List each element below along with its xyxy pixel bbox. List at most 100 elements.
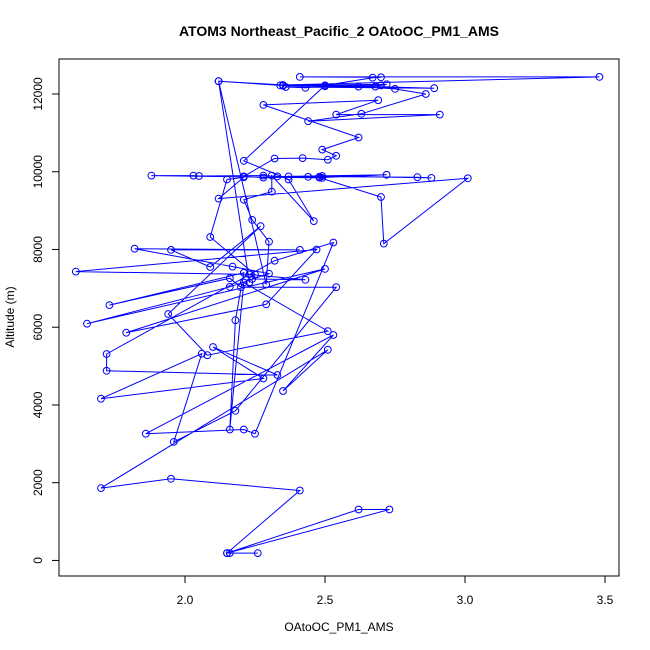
data-point	[167, 474, 175, 483]
data-point	[253, 549, 262, 557]
data-point	[304, 172, 313, 181]
data-point	[323, 327, 332, 336]
data-point	[102, 366, 111, 375]
data-point	[354, 133, 363, 142]
data-point	[595, 73, 604, 81]
data-point	[239, 172, 248, 181]
data-point	[265, 237, 273, 246]
y-tick-label: 12000	[31, 77, 45, 111]
data-point	[279, 81, 287, 89]
series-layer	[71, 73, 604, 557]
data-point	[382, 80, 391, 89]
data-point	[295, 486, 304, 495]
data-point	[169, 438, 178, 446]
data-point	[203, 351, 212, 360]
y-tick-label: 4000	[31, 391, 45, 418]
data-point	[239, 156, 248, 165]
data-point	[228, 262, 237, 271]
data-point	[256, 222, 265, 231]
data-point	[265, 269, 273, 278]
data-point	[251, 429, 259, 438]
data-point	[225, 274, 234, 283]
data-point	[309, 217, 318, 226]
data-point	[354, 82, 363, 91]
data-point	[206, 233, 215, 241]
data-point	[239, 268, 248, 277]
data-point	[273, 172, 282, 181]
data-point	[164, 310, 173, 318]
data-point	[391, 85, 399, 93]
data-point	[368, 73, 377, 82]
data-point	[195, 172, 203, 180]
data-point	[329, 238, 338, 247]
data-point	[357, 109, 366, 118]
data-point	[83, 319, 91, 328]
data-point	[279, 387, 287, 395]
data-point	[374, 96, 383, 105]
data-point	[321, 265, 329, 273]
x-tick-label: 3.0	[457, 593, 474, 607]
data-point	[377, 81, 385, 90]
y-tick-label: 8000	[31, 236, 45, 263]
data-point	[259, 101, 268, 109]
data-point	[273, 371, 282, 379]
data-point	[312, 245, 321, 254]
data-point	[382, 170, 391, 179]
y-axis: 0 2000 4000 6000 8000 10000 12000	[31, 77, 60, 564]
x-tick-label: 2.0	[177, 593, 194, 607]
data-point	[251, 270, 259, 279]
data-point	[332, 151, 341, 160]
data-point	[463, 174, 472, 183]
data-point	[321, 81, 329, 90]
data-point	[295, 246, 304, 254]
data-point	[377, 193, 385, 201]
data-point	[97, 394, 105, 403]
data-point	[189, 171, 198, 180]
data-point	[231, 406, 240, 415]
data-point	[141, 429, 150, 438]
data-point	[167, 246, 175, 254]
chart-title: ATOM3 Northeast_Pacific_2 OAtoOC_PM1_AMS	[179, 23, 499, 39]
data-point	[270, 256, 279, 265]
data-point	[354, 505, 363, 514]
data-point	[329, 331, 338, 339]
data-point	[284, 172, 293, 181]
data-point	[267, 187, 276, 196]
data-point	[97, 484, 105, 493]
data-point	[427, 174, 436, 182]
data-point	[214, 194, 223, 203]
series-line	[75, 76, 600, 554]
data-point	[122, 328, 131, 337]
data-point	[102, 350, 111, 358]
y-tick-label: 10000	[31, 155, 45, 189]
data-point	[435, 110, 444, 119]
data-point	[301, 83, 310, 92]
y-tick-label: 2000	[31, 469, 45, 496]
data-point	[223, 549, 231, 557]
data-point	[295, 73, 304, 81]
data-point	[301, 275, 310, 284]
data-point	[225, 282, 234, 291]
data-point	[245, 278, 254, 287]
data-point	[197, 349, 206, 358]
data-point	[239, 278, 248, 287]
data-point	[262, 300, 271, 309]
x-axis-label: OAtoOC_PM1_AMS	[284, 620, 393, 634]
data-point	[323, 155, 332, 164]
data-point	[371, 82, 380, 91]
data-point	[130, 244, 139, 253]
data-point	[270, 154, 279, 163]
y-axis-label: Altitude (m)	[3, 286, 17, 347]
data-point	[206, 263, 215, 271]
data-point	[318, 145, 327, 154]
data-point	[385, 505, 394, 514]
data-point	[284, 175, 293, 184]
data-point	[430, 84, 439, 93]
y-tick-label: 6000	[31, 314, 45, 341]
data-point	[259, 374, 268, 383]
data-point	[209, 343, 217, 351]
x-tick-label: 2.5	[317, 593, 334, 607]
data-point	[267, 171, 276, 180]
data-point	[377, 73, 385, 82]
